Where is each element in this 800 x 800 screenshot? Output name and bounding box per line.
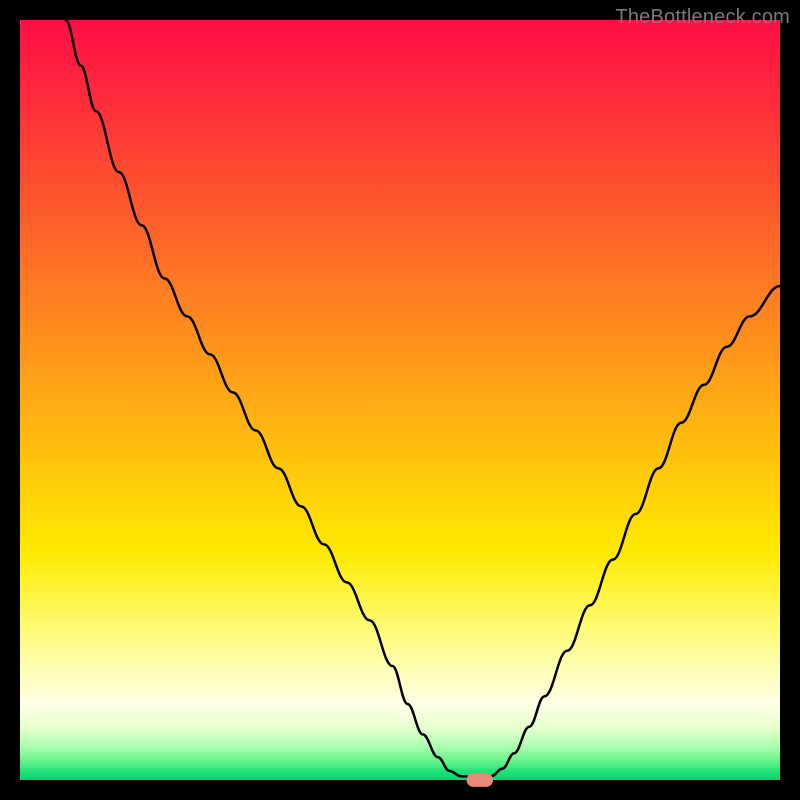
optimal-point-marker — [467, 773, 494, 787]
chart-plot-background — [20, 20, 780, 780]
chart-container: TheBottleneck.com — [0, 0, 800, 800]
bottleneck-chart — [0, 0, 800, 800]
